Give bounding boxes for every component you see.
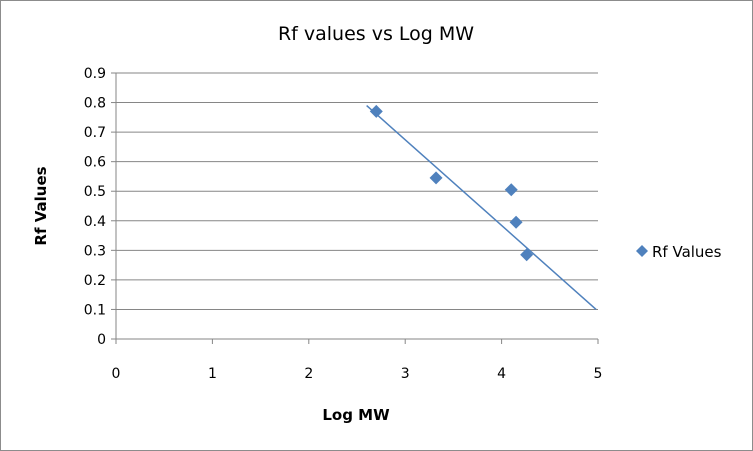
y-tick-label: 0.8 — [84, 96, 106, 112]
x-axis-title: Log MW — [322, 406, 390, 424]
y-tick-label: 0.9 — [84, 66, 106, 82]
x-axis-ticks: 0 1 2 3 4 5 — [112, 339, 603, 382]
data-point — [509, 215, 523, 229]
x-tick-label: 1 — [208, 366, 217, 382]
x-tick-label: 4 — [497, 366, 506, 382]
x-tick-label: 0 — [112, 366, 121, 382]
y-tick-label: 0.5 — [84, 184, 106, 200]
y-tick-label: 0.6 — [84, 155, 106, 171]
y-tick-label: 0.3 — [84, 243, 106, 259]
data-points — [369, 104, 534, 262]
y-tick-label: 0.1 — [84, 302, 106, 318]
y-axis-ticks: 0 0.1 0.2 0.3 0.4 0.5 0.6 0.7 0.8 0.9 — [84, 66, 116, 348]
data-point — [369, 104, 383, 118]
x-tick-label: 2 — [304, 366, 313, 382]
chart-title: Rf values vs Log MW — [278, 23, 474, 45]
y-tick-label: 0.7 — [84, 125, 106, 141]
x-tick-label: 5 — [594, 366, 603, 382]
x-tick-label: 3 — [401, 366, 410, 382]
y-tick-label: 0 — [97, 332, 106, 348]
data-point — [520, 248, 534, 262]
y-tick-label: 0.2 — [84, 273, 106, 289]
y-tick-label: 0.4 — [84, 214, 106, 230]
legend-marker-icon — [636, 245, 648, 257]
legend-label: Rf Values — [652, 243, 722, 261]
data-point — [504, 183, 518, 197]
data-point — [429, 171, 443, 185]
legend: Rf Values — [636, 243, 722, 261]
y-axis-title: Rf Values — [32, 166, 50, 245]
grid-lines — [116, 72, 598, 310]
trendline — [366, 104, 597, 311]
